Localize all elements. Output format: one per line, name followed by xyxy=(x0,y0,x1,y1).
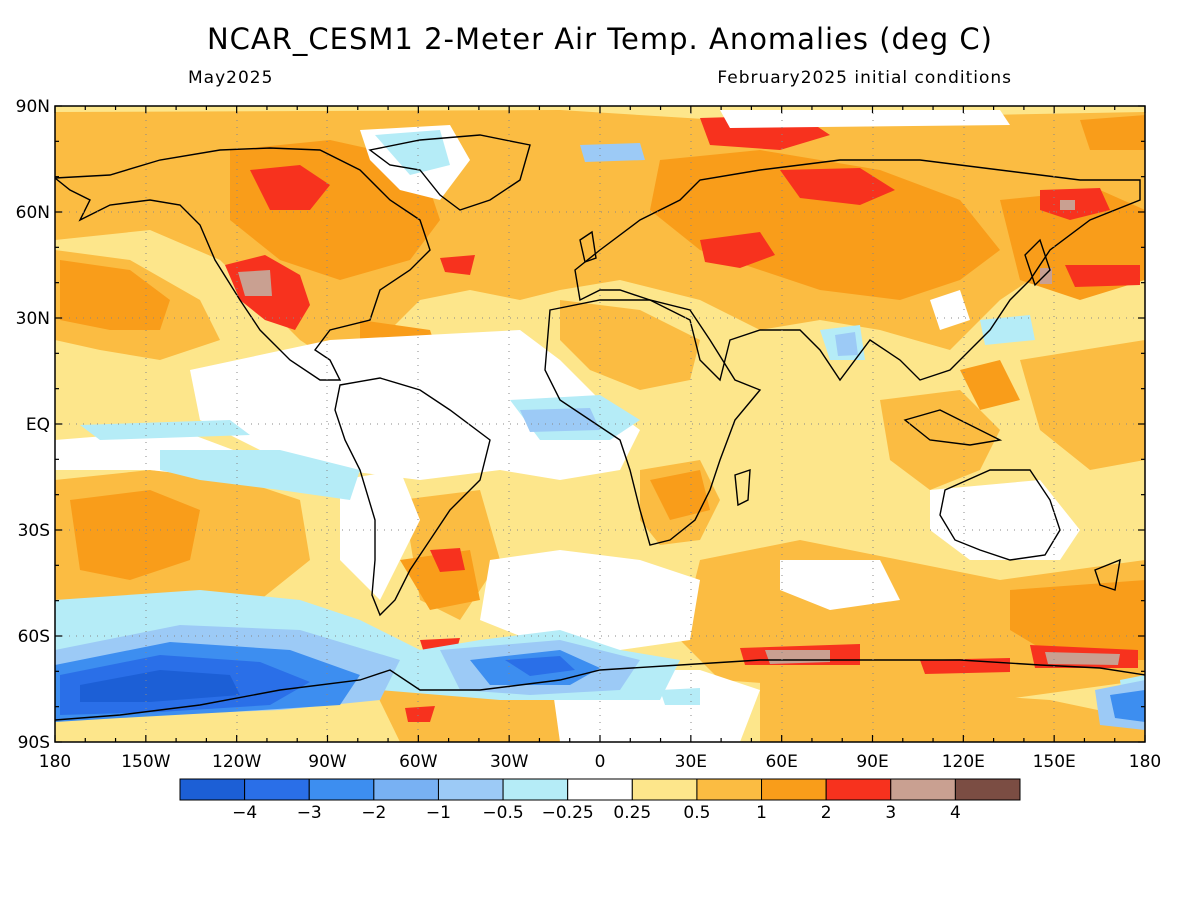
latitude-label: 30N xyxy=(16,309,50,329)
legend-label: −0.25 xyxy=(542,803,594,823)
longitude-label: 120W xyxy=(212,752,261,772)
legend-label: 0.25 xyxy=(613,803,651,823)
legend-swatch xyxy=(761,778,827,801)
latitude-label: 90S xyxy=(18,733,50,753)
legend-label: 0.5 xyxy=(683,803,710,823)
latitude-label: 60N xyxy=(16,203,50,223)
legend-label: −3 xyxy=(297,803,322,823)
legend-label: −4 xyxy=(232,803,257,823)
legend-label: −0.5 xyxy=(482,803,523,823)
latitude-label: EQ xyxy=(26,415,50,435)
anomaly-field xyxy=(55,106,1145,742)
extreme-cool-regions xyxy=(80,670,240,702)
legend-swatch xyxy=(502,778,569,801)
legend-swatch xyxy=(179,778,246,801)
legend-label: 4 xyxy=(950,803,961,823)
legend-swatch xyxy=(373,778,439,801)
legend-label: 1 xyxy=(756,803,767,823)
initial-conditions: February2025 initial conditions xyxy=(717,68,1012,88)
color-legend xyxy=(179,778,1021,801)
longitude-labels: 180 150W 120W 90W 60W 30W 0 30E 60E 90E 120E 150E 18… xyxy=(39,752,1161,772)
legend-label: −1 xyxy=(426,803,451,823)
extreme-warm-spots xyxy=(238,200,1120,665)
longitude-label: 120E xyxy=(942,752,985,772)
longitude-label: 180 xyxy=(1129,752,1161,772)
latitude-label: 30S xyxy=(18,521,50,541)
latitude-labels: 90N 60N 30N EQ 30S 60S 90S xyxy=(16,97,50,753)
longitude-label: 60W xyxy=(399,752,438,772)
longitude-label: 30E xyxy=(675,752,707,772)
forecast-month: May2025 xyxy=(188,68,274,88)
latitude-label: 60S xyxy=(18,627,50,647)
grid-lines xyxy=(55,106,1145,742)
legend-swatch xyxy=(308,778,375,801)
legend-swatch xyxy=(954,778,1021,801)
legend-swatch xyxy=(437,778,504,801)
longitude-label: 90W xyxy=(308,752,347,772)
chart-title: NCAR_CESM1 2-Meter Air Temp. Anomalies (… xyxy=(206,22,993,56)
longitude-label: 150W xyxy=(121,752,170,772)
legend-label: 2 xyxy=(821,803,832,823)
legend-swatch xyxy=(696,778,763,801)
longitude-label: 30W xyxy=(490,752,529,772)
legend-swatch xyxy=(631,778,698,801)
color-legend-labels: −4 −3 −2 −1 −0.5 −0.25 0.25 0.5 1 2 3 4 xyxy=(232,803,961,823)
longitude-label: 150E xyxy=(1033,752,1076,772)
latitude-label: 90N xyxy=(16,97,50,117)
longitude-label: 90E xyxy=(856,752,888,772)
axis-ticks xyxy=(54,105,1146,743)
legend-swatch xyxy=(825,778,892,801)
longitude-label: 60E xyxy=(765,752,797,772)
legend-swatch xyxy=(244,778,310,801)
longitude-label: 180 xyxy=(39,752,71,772)
legend-label: 3 xyxy=(885,803,896,823)
legend-swatch xyxy=(567,778,633,801)
coastlines xyxy=(55,134,1145,721)
longitude-label: 0 xyxy=(595,752,606,772)
legend-label: −2 xyxy=(361,803,386,823)
legend-swatch xyxy=(890,778,956,801)
